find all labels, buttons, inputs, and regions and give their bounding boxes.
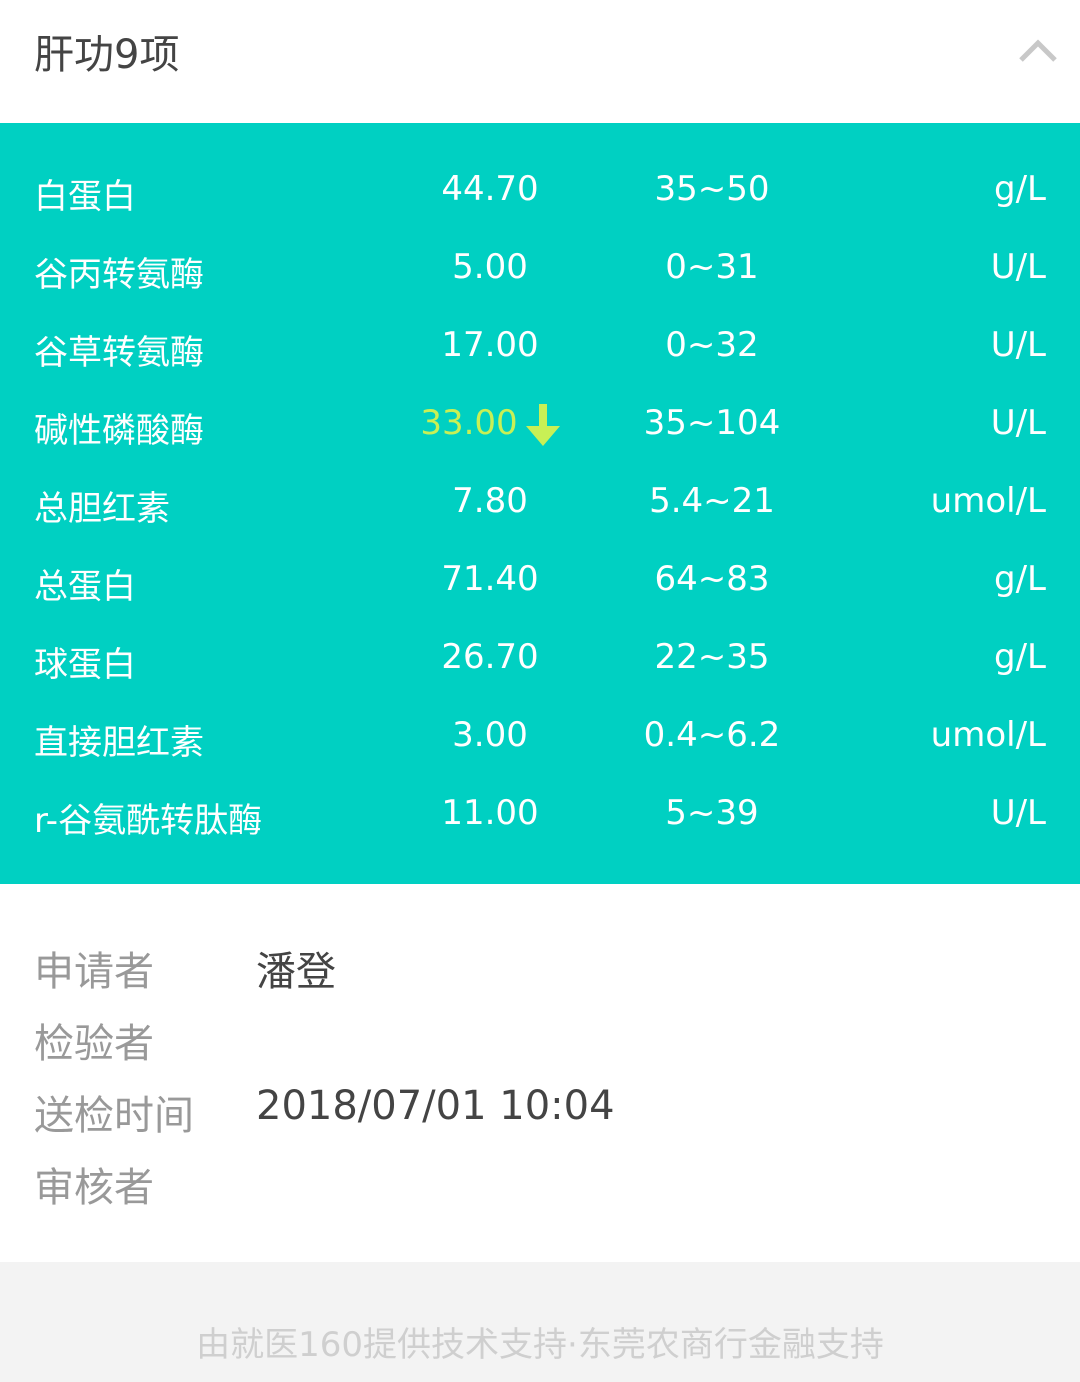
- unit: U/L: [990, 247, 1046, 287]
- chevron-up-icon[interactable]: [1018, 36, 1058, 66]
- test-name: 碱性磷酸酶: [34, 411, 204, 451]
- test-value: 11.00: [441, 793, 539, 833]
- unit: g/L: [994, 559, 1046, 599]
- test-name: 直接胆红素: [34, 723, 204, 763]
- unit: U/L: [990, 793, 1046, 833]
- test-value: 33.00: [390, 403, 590, 446]
- result-row: 直接胆红素 3.00 0.4~6.2 umol/L: [0, 697, 1080, 775]
- test-name: 白蛋白: [34, 177, 136, 217]
- arrow-down-icon: [525, 403, 560, 446]
- test-name: 球蛋白: [34, 645, 136, 685]
- reference-range: 0.4~6.2: [643, 715, 781, 755]
- result-row: 谷草转氨酶 17.00 0~32 U/L: [0, 307, 1080, 385]
- footer-text: 由就医160提供技术支持·东莞农商行金融支持: [196, 1325, 884, 1365]
- test-name: 谷丙转氨酶: [34, 255, 204, 295]
- result-row: r-谷氨酰转肽酶 11.00 5~39 U/L: [0, 775, 1080, 853]
- section-header[interactable]: 肝功9项: [0, 0, 1080, 123]
- reference-range: 5~39: [665, 793, 759, 833]
- unit: g/L: [994, 169, 1046, 209]
- report-info: 申请者 潘登检验者送检时间 2018/07/01 10:04 审核者: [0, 884, 1080, 1262]
- reference-range: 5.4~21: [649, 481, 775, 521]
- info-label: 申请者: [34, 949, 154, 995]
- info-value: 潘登: [256, 949, 336, 995]
- test-name: r-谷氨酰转肽酶: [34, 801, 263, 841]
- test-value: 3.00: [452, 715, 528, 755]
- result-row: 球蛋白 26.70 22~35 g/L: [0, 619, 1080, 697]
- test-value: 17.00: [441, 325, 539, 365]
- info-value: 2018/07/01 10:04: [256, 1083, 615, 1129]
- unit: U/L: [990, 403, 1046, 443]
- result-row: 白蛋白 44.70 35~50 g/L: [0, 151, 1080, 229]
- info-label: 检验者: [34, 1021, 154, 1067]
- reference-range: 0~31: [665, 247, 759, 287]
- test-value: 44.70: [441, 169, 539, 209]
- test-name: 谷草转氨酶: [34, 333, 204, 373]
- result-row: 谷丙转氨酶 5.00 0~31 U/L: [0, 229, 1080, 307]
- reference-range: 0~32: [665, 325, 759, 365]
- reference-range: 35~50: [654, 169, 770, 209]
- unit: U/L: [990, 325, 1046, 365]
- unit: g/L: [994, 637, 1046, 677]
- unit: umol/L: [930, 481, 1046, 521]
- test-value: 5.00: [452, 247, 528, 287]
- info-label: 送检时间: [34, 1093, 194, 1139]
- reference-range: 22~35: [654, 637, 770, 677]
- reference-range: 64~83: [654, 559, 770, 599]
- test-name: 总胆红素: [34, 489, 170, 529]
- test-value: 71.40: [441, 559, 539, 599]
- test-name: 总蛋白: [34, 567, 136, 607]
- results-table: 白蛋白 44.70 35~50 g/L 谷丙转氨酶 5.00 0~31 U/L 谷草…: [0, 123, 1080, 884]
- test-value: 26.70: [441, 637, 539, 677]
- footer: 由就医160提供技术支持·东莞农商行金融支持: [0, 1262, 1080, 1382]
- unit: umol/L: [930, 715, 1046, 755]
- reference-range: 35~104: [643, 403, 781, 443]
- result-row: 总蛋白 71.40 64~83 g/L: [0, 541, 1080, 619]
- info-label: 审核者: [34, 1165, 154, 1211]
- section-title: 肝功9项: [34, 32, 180, 78]
- result-row: 碱性磷酸酶 33.00 35~104 U/L: [0, 385, 1080, 463]
- result-row: 总胆红素 7.80 5.4~21 umol/L: [0, 463, 1080, 541]
- test-value: 7.80: [452, 481, 528, 521]
